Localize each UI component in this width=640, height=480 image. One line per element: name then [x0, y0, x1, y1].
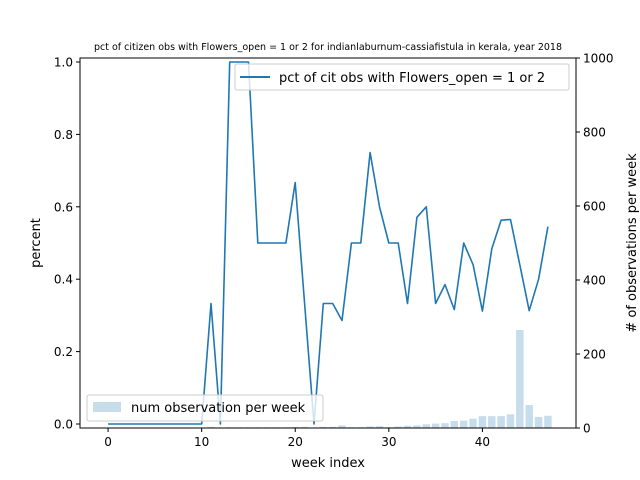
bar-week-39 — [469, 418, 477, 428]
line-path — [108, 61, 549, 425]
bar-week-41 — [488, 416, 496, 428]
bar-week-25 — [338, 425, 346, 428]
x-tick-label-20: 20 — [288, 435, 303, 449]
y-right-tick-label-800: 800 — [583, 126, 606, 140]
legend-bar-box — [86, 394, 324, 422]
legend-bar-swatch — [93, 402, 121, 412]
bar-week-42 — [497, 416, 505, 428]
y-right-tick-label-400: 400 — [583, 274, 606, 288]
bar-week-47 — [544, 415, 552, 428]
bar-week-45 — [525, 405, 533, 428]
bar-week-32 — [403, 425, 412, 428]
bar-series — [197, 329, 552, 428]
y-left-tick-label-0.2: 0.2 — [54, 345, 73, 359]
y-left-tick-label-0.4: 0.4 — [54, 273, 73, 287]
legend-line-label: pct of cit obs with Flowers_open = 1 or … — [279, 71, 545, 86]
chart-title: pct of citizen obs with Flowers_open = 1… — [94, 42, 562, 53]
y-axis-right-ticks: 0 200 400 600 800 1000 — [576, 52, 614, 436]
bar-week-11 — [207, 426, 215, 428]
bar-week-35 — [431, 423, 440, 428]
y-left-tick-label-0.6: 0.6 — [54, 200, 73, 214]
line-series — [108, 61, 549, 425]
x-tick-label-30: 30 — [381, 435, 396, 449]
bar-week-37 — [450, 420, 459, 428]
bar-week-44 — [516, 329, 524, 428]
legend-line-box — [234, 63, 570, 91]
bar-week-46 — [534, 416, 543, 428]
bar-week-34 — [422, 424, 431, 428]
y-axis-right-label: # of observations per week — [625, 153, 640, 333]
x-axis-ticks: 0 10 20 30 40 — [104, 428, 490, 449]
bar-week-36 — [441, 423, 449, 428]
bar-week-28 — [366, 426, 374, 428]
y-left-tick-label-1.0: 1.0 — [54, 56, 73, 70]
y-left-tick-label-0.8: 0.8 — [54, 128, 73, 142]
y-right-tick-label-0: 0 — [583, 422, 591, 436]
y-left-tick-label-0.0: 0.0 — [54, 418, 73, 432]
bar-week-20 — [291, 426, 299, 428]
x-tick-label-40: 40 — [475, 435, 490, 449]
y-right-tick-label-1000: 1000 — [583, 52, 614, 66]
bar-week-31 — [394, 426, 402, 428]
bar-week-40 — [478, 416, 487, 428]
y-right-tick-label-600: 600 — [583, 200, 606, 214]
bar-week-29 — [375, 426, 384, 428]
bar-week-23 — [319, 426, 328, 428]
x-tick-label-10: 10 — [194, 435, 209, 449]
bar-week-43 — [506, 414, 515, 428]
legend-bar: num observation per week — [86, 394, 324, 422]
bar-week-33 — [413, 425, 421, 428]
y-axis-left-ticks: 0.0 0.2 0.4 0.6 0.8 1.0 — [54, 56, 80, 432]
bar-week-38 — [459, 420, 468, 428]
x-tick-label-0: 0 — [104, 435, 112, 449]
plot-frame — [79, 57, 577, 429]
bar-week-21 — [300, 426, 309, 428]
y-right-tick-label-200: 200 — [583, 348, 606, 362]
x-axis-label: week index — [291, 456, 365, 471]
legend-line: pct of cit obs with Flowers_open = 1 or … — [234, 63, 570, 91]
bar-week-24 — [328, 426, 337, 428]
legend-bar-label: num observation per week — [131, 401, 306, 416]
y-axis-left-label: percent — [29, 218, 44, 268]
